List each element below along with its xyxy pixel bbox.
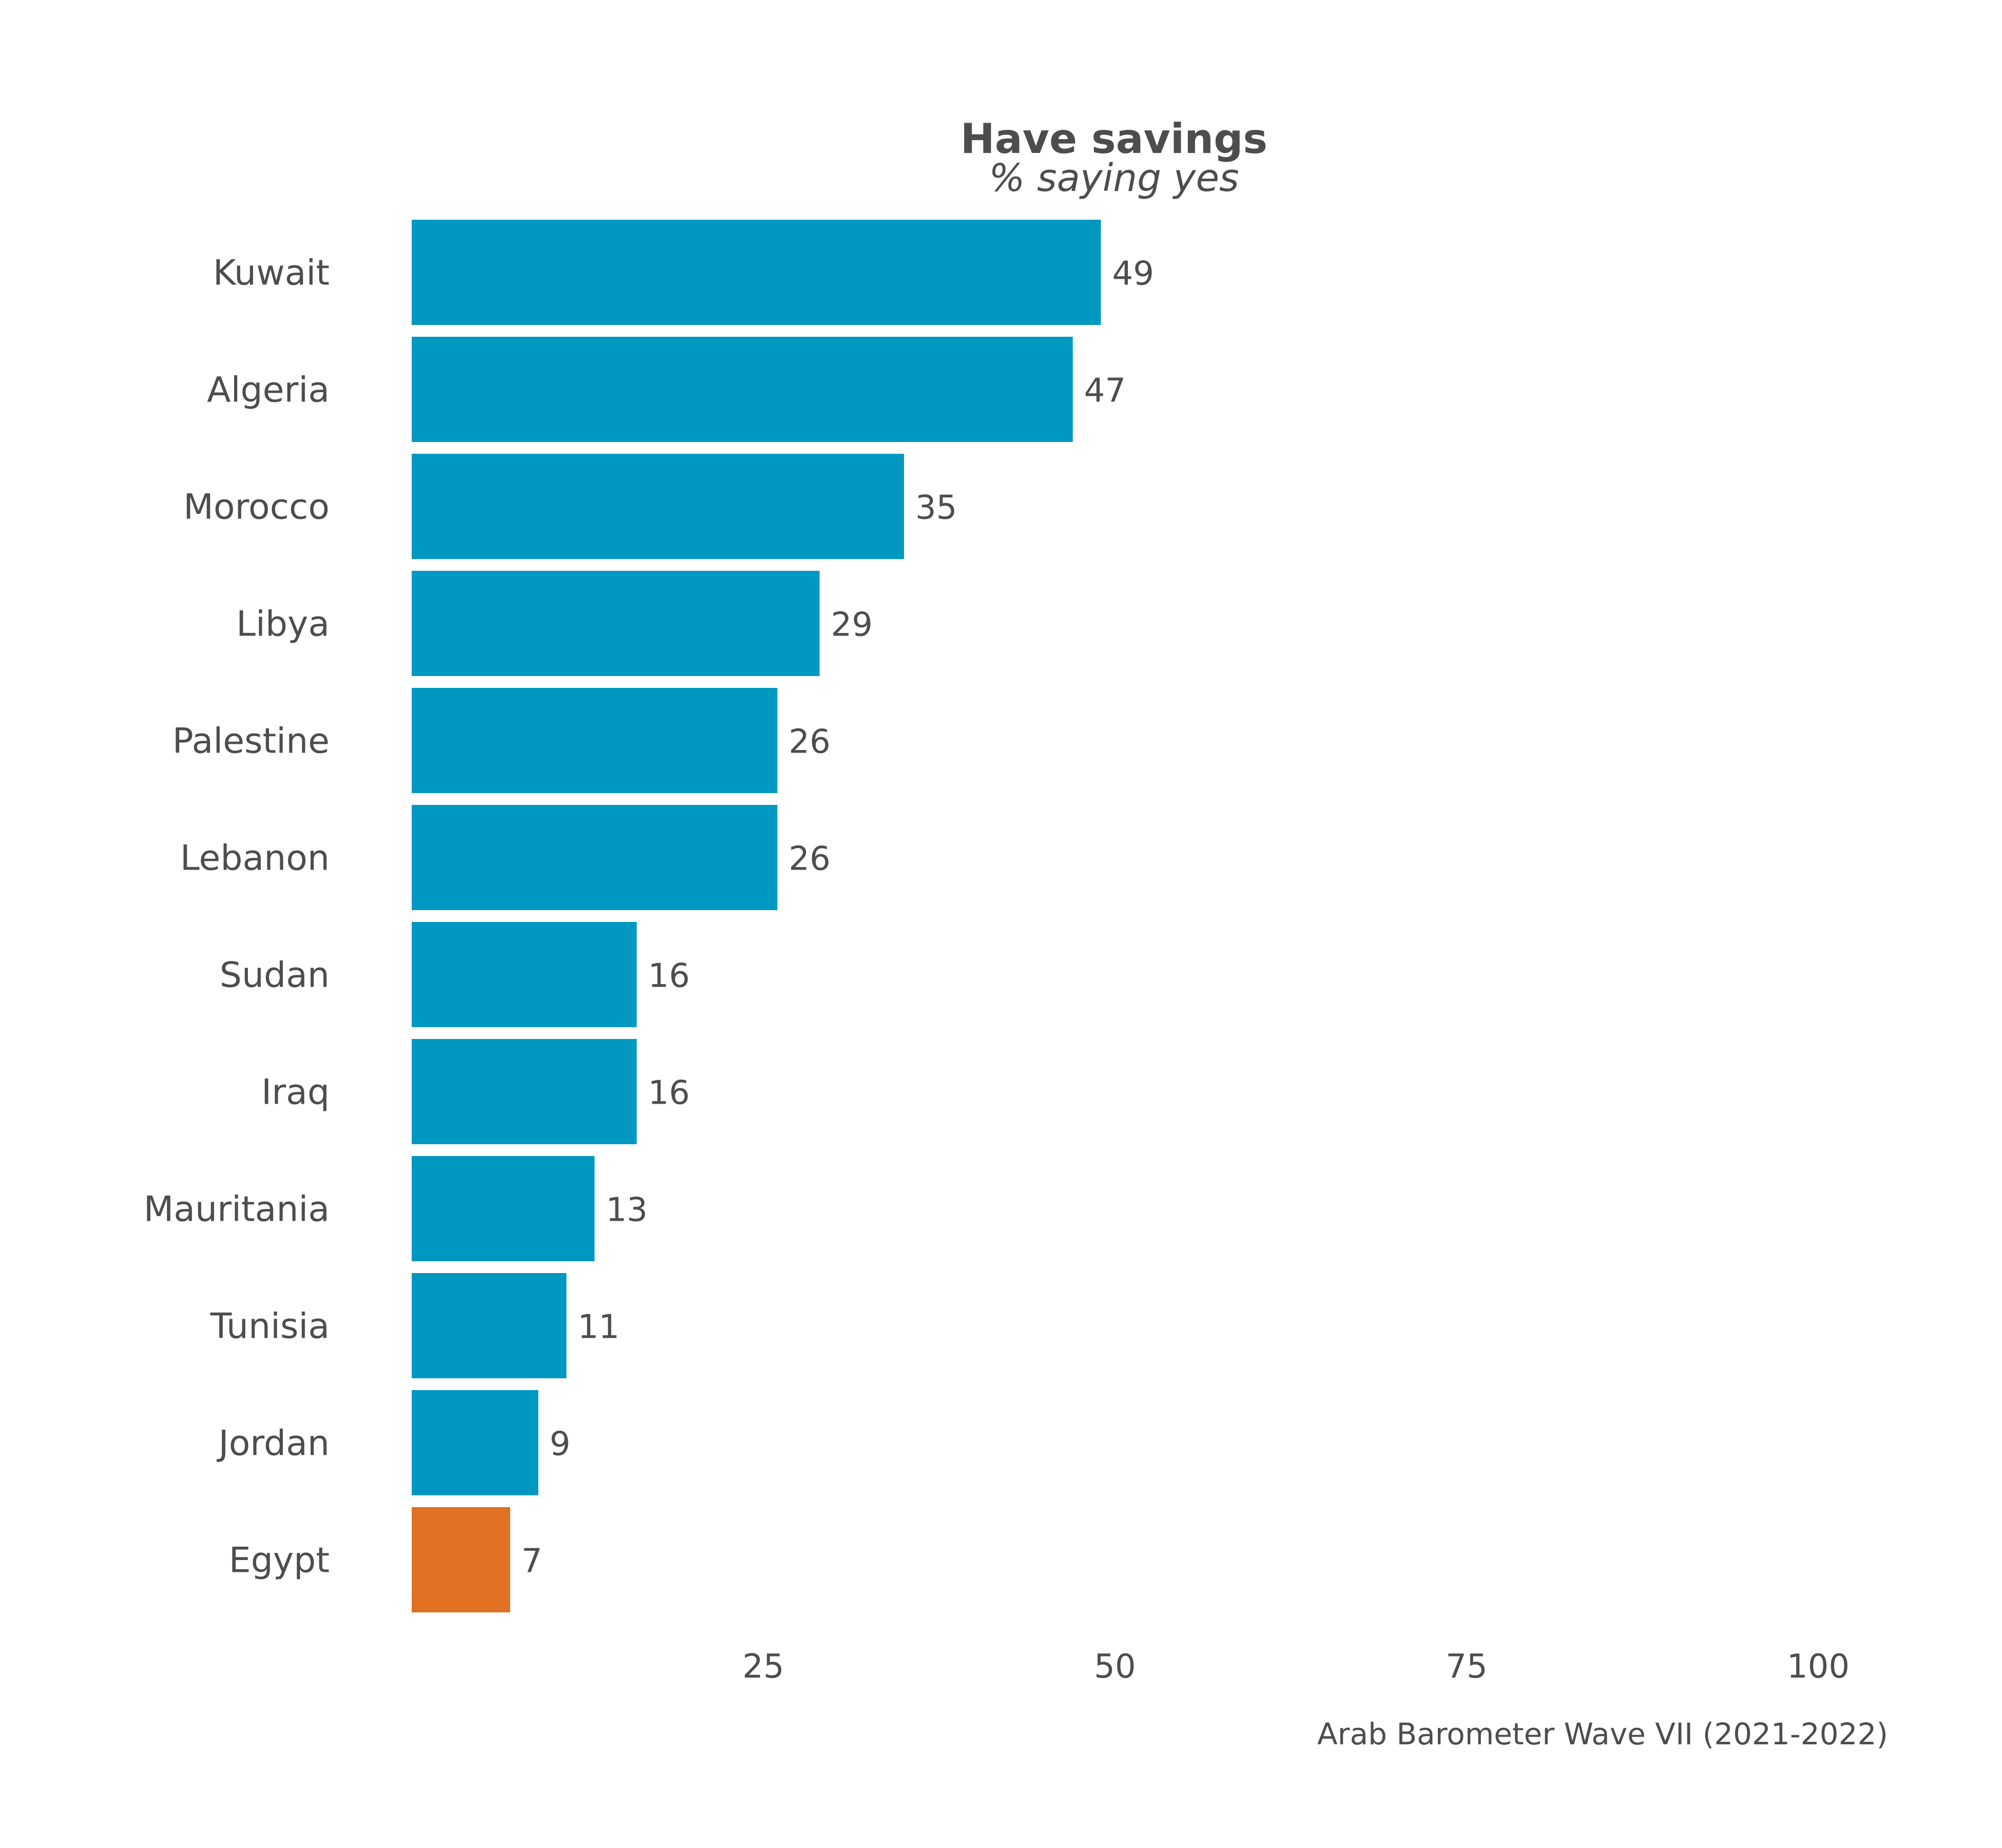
category-labels: Kuwait Algeria Morocco Libya Palestine Lebano… <box>144 253 330 1581</box>
x-tick-label-100: 100 <box>1787 1648 1850 1686</box>
value-label-morocco: 35 <box>915 489 957 527</box>
bar-algeria <box>412 337 1073 442</box>
value-label-algeria: 47 <box>1084 372 1126 410</box>
bar-kuwait <box>412 220 1101 325</box>
value-label-lebanon: 26 <box>788 840 830 878</box>
chart-caption: Arab Barometer Wave VII (2021-2022) <box>1317 1717 1888 1751</box>
category-label-lebanon: Lebanon <box>180 838 330 879</box>
bar-mauritania <box>412 1156 595 1261</box>
category-label-morocco: Morocco <box>183 487 330 528</box>
bar-sudan <box>412 922 637 1027</box>
value-label-kuwait: 49 <box>1112 255 1154 293</box>
category-label-iraq: Iraq <box>261 1072 330 1113</box>
bar-morocco <box>412 454 904 559</box>
bar-libya <box>412 571 820 676</box>
category-label-tunisia: Tunisia <box>210 1306 330 1347</box>
x-tick-label-50: 50 <box>1094 1648 1135 1686</box>
value-label-mauritania: 13 <box>606 1191 647 1229</box>
category-label-jordan: Jordan <box>217 1423 330 1464</box>
chart-title: Have savings <box>960 115 1267 163</box>
category-label-sudan: Sudan <box>220 955 330 996</box>
value-labels: 49 47 35 29 26 26 16 16 13 11 9 7 <box>522 255 1154 1581</box>
chart-subtitle: % saying yes <box>989 156 1239 200</box>
bar-tunisia <box>412 1273 567 1378</box>
x-axis-ticks: 25 50 75 100 <box>742 1648 1850 1686</box>
category-label-kuwait: Kuwait <box>213 253 330 294</box>
category-label-egypt: Egypt <box>229 1541 330 1581</box>
value-label-sudan: 16 <box>648 957 689 995</box>
x-tick-label-25: 25 <box>742 1648 784 1686</box>
bar-lebanon <box>412 805 778 910</box>
value-label-libya: 29 <box>831 606 873 644</box>
bar-iraq <box>412 1039 637 1144</box>
value-label-egypt: 7 <box>522 1543 543 1581</box>
category-label-algeria: Algeria <box>207 370 330 411</box>
bars-group <box>412 220 1101 1612</box>
x-tick-label-75: 75 <box>1446 1648 1487 1686</box>
bar-jordan <box>412 1390 538 1495</box>
bar-egypt <box>412 1507 510 1612</box>
value-label-iraq: 16 <box>648 1074 689 1112</box>
category-label-palestine: Palestine <box>172 721 330 762</box>
value-label-jordan: 9 <box>550 1426 571 1464</box>
category-label-libya: Libya <box>236 604 330 645</box>
value-label-tunisia: 11 <box>578 1308 619 1346</box>
category-label-mauritania: Mauritania <box>144 1189 330 1230</box>
value-label-palestine: 26 <box>788 723 830 761</box>
bar-palestine <box>412 688 778 793</box>
